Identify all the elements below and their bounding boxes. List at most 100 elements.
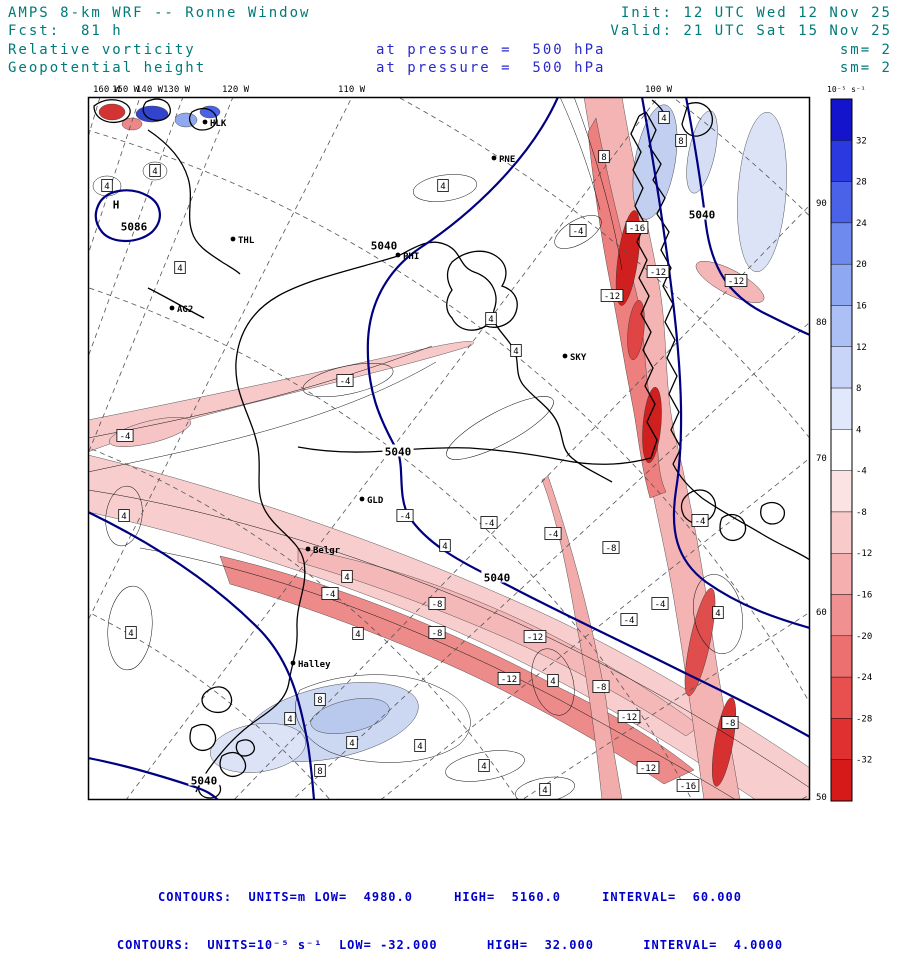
neg-vort-band bbox=[297, 547, 701, 737]
vorticity-label: -4 bbox=[400, 512, 411, 522]
pos-vort-patch bbox=[310, 698, 390, 734]
vorticity-label: 4 bbox=[542, 786, 547, 796]
vorticity-label: 4 bbox=[128, 629, 133, 639]
neg-vort-core bbox=[642, 386, 662, 464]
vorticity-label-box bbox=[480, 516, 498, 529]
station-marker bbox=[290, 660, 296, 666]
colorbar-tick: -4 bbox=[856, 467, 867, 477]
vorticity-label: -8 bbox=[432, 629, 443, 639]
vorticity-label-box bbox=[724, 274, 748, 287]
vorticity-label: -4 bbox=[325, 590, 336, 600]
lon-label-top: 140 W bbox=[136, 85, 164, 95]
vorticity-label: -8 bbox=[725, 719, 736, 729]
station-marker bbox=[305, 546, 311, 552]
colorbar-segment bbox=[830, 594, 853, 637]
vorticity-label-box bbox=[625, 221, 649, 234]
vorticity-label-box bbox=[437, 179, 449, 192]
height-contour bbox=[89, 511, 316, 799]
map-content: HLK PNE THL PHI AG2 SKY GLD Belgr Halley 4 4 4 4 8 -4… bbox=[89, 98, 809, 799]
vorticity-label: -16 bbox=[629, 224, 645, 234]
vorticity-label-box bbox=[569, 224, 587, 237]
vorticity-label-box bbox=[485, 312, 497, 325]
height-label-box bbox=[188, 773, 220, 786]
height-contour-5040 bbox=[685, 98, 809, 336]
vorticity-label: 4 bbox=[513, 347, 518, 357]
colorbar-segment bbox=[830, 470, 853, 513]
model-title: AMPS 8-km WRF -- Ronne Window bbox=[8, 5, 311, 21]
peninsula-coast bbox=[630, 115, 658, 459]
vorticity-label: 8 bbox=[678, 137, 683, 147]
colorbar-segment bbox=[830, 759, 853, 802]
vorticity-label-box bbox=[598, 150, 610, 163]
colorbar-segment bbox=[830, 635, 853, 678]
station-marker bbox=[359, 496, 365, 502]
vorticity-label: -12 bbox=[621, 713, 637, 723]
island bbox=[189, 723, 217, 752]
colorbar-segment bbox=[830, 222, 853, 265]
station-marker bbox=[230, 236, 236, 242]
colorbar-segment bbox=[830, 181, 853, 224]
colorbar-segment bbox=[830, 387, 853, 430]
colorbar-tick: -12 bbox=[856, 549, 872, 559]
lon-label-right: 60 W bbox=[816, 608, 838, 618]
stations: HLK PNE THL PHI AG2 SKY GLD Belgr Halley bbox=[169, 119, 587, 670]
station-label: PNE bbox=[499, 155, 515, 165]
vorticity-label-box bbox=[592, 680, 610, 693]
height-label: 5040 bbox=[484, 572, 511, 585]
vorticity-label: -4 bbox=[120, 432, 131, 442]
neg-vort-core bbox=[627, 299, 645, 361]
lon-label-top: 100 W bbox=[645, 85, 673, 95]
island bbox=[235, 739, 256, 757]
peninsula-coast bbox=[645, 111, 682, 465]
vorticity-label-box bbox=[428, 626, 446, 639]
vorticity-label-box bbox=[510, 344, 522, 357]
vorticity-label: 4 bbox=[349, 739, 354, 749]
lon-label-right: 80 W bbox=[816, 318, 838, 328]
vorticity-shading bbox=[89, 98, 809, 799]
island bbox=[760, 501, 786, 525]
pos-vort-patch bbox=[174, 112, 198, 128]
height-contours bbox=[89, 98, 809, 799]
vorticity-label-box bbox=[174, 261, 186, 274]
colorbar-tick: 24 bbox=[856, 219, 867, 229]
height-contour bbox=[641, 98, 809, 629]
colorbar-tick: 16 bbox=[856, 301, 867, 311]
vorticity-label: 4 bbox=[355, 630, 360, 640]
vorticity-label-box bbox=[336, 374, 354, 387]
vorticity-label-box bbox=[321, 587, 339, 600]
main-coast bbox=[195, 255, 399, 793]
colorbar-tick: -32 bbox=[856, 756, 872, 766]
vorticity-label-box bbox=[497, 672, 521, 685]
vorticity-label-box bbox=[658, 111, 670, 124]
vorticity-label: -8 bbox=[596, 683, 607, 693]
vorticity-label: -4 bbox=[655, 600, 666, 610]
height-label-box bbox=[382, 444, 414, 457]
neg-vort-core bbox=[684, 587, 716, 697]
vorticity-label: 4 bbox=[550, 677, 555, 687]
vorticity-label: 4 bbox=[715, 609, 720, 619]
colorbar-segment bbox=[830, 98, 853, 141]
colorbar-segment bbox=[830, 263, 853, 306]
vorticity-label: -4 bbox=[695, 517, 706, 527]
height-contour-5040 bbox=[89, 757, 219, 799]
colorbar-tick: 8 bbox=[856, 384, 861, 394]
colorbar-tick: 4 bbox=[856, 425, 861, 435]
station-marker bbox=[395, 252, 401, 258]
vorticity-label: -4 bbox=[548, 530, 559, 540]
colorbar-tick: -20 bbox=[856, 632, 872, 642]
vorticity-label-box bbox=[544, 527, 562, 540]
vorticity-label: 4 bbox=[417, 742, 422, 752]
coast bbox=[147, 129, 241, 275]
vorticity-label: -4 bbox=[340, 377, 351, 387]
vorticity-label: 8 bbox=[601, 153, 606, 163]
vorticity-label-box bbox=[346, 736, 358, 749]
field2-level: at pressure = 500 hPa bbox=[376, 60, 606, 76]
colorbar-segment bbox=[830, 553, 853, 595]
vorticity-label-box bbox=[651, 597, 669, 610]
height-label-box bbox=[686, 207, 718, 220]
colorbar-segment bbox=[830, 140, 853, 182]
vorticity-label-box bbox=[414, 739, 426, 752]
vorticity-label-box bbox=[523, 630, 547, 643]
